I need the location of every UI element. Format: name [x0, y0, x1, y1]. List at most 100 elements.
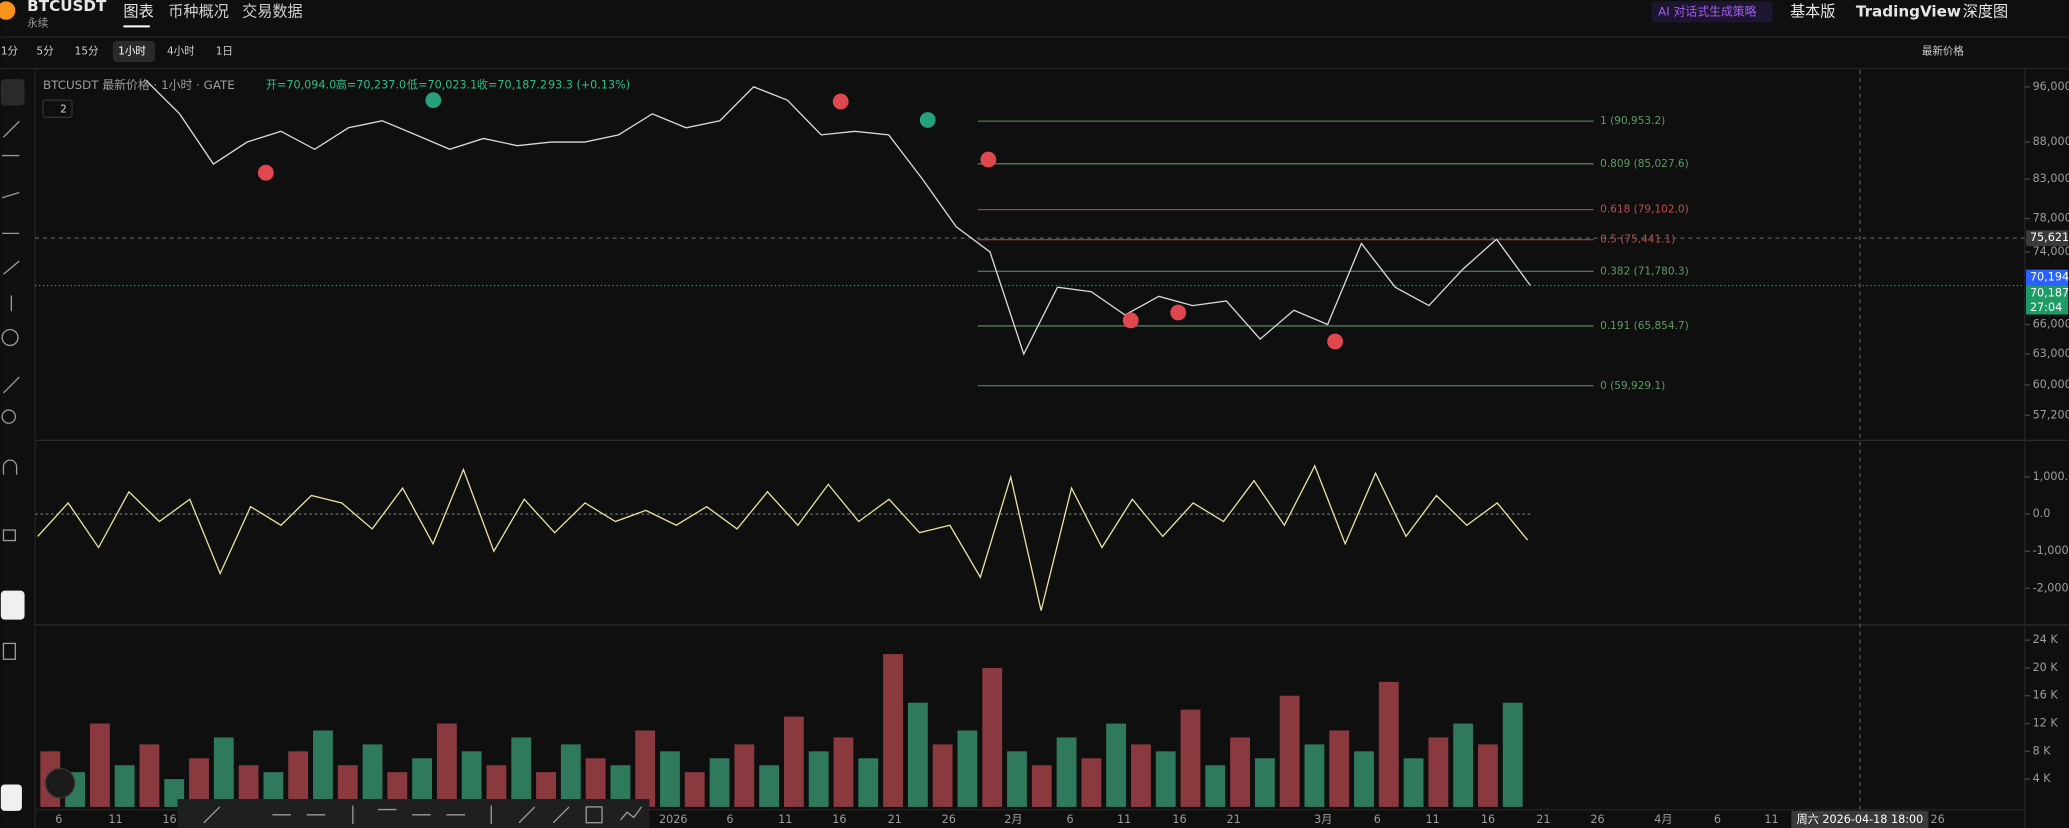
volume-bar — [660, 751, 680, 807]
volume-bar — [511, 737, 532, 807]
price-label: 75,621 — [2030, 231, 2069, 244]
volume-bar — [957, 730, 978, 807]
legend-close: 收=70,187.2 — [477, 78, 547, 92]
y-tick-label: -2,000. — [2033, 581, 2069, 594]
volume-bar — [362, 744, 383, 807]
y-tick-label: 8 K — [2033, 744, 2052, 757]
indicator-toggle[interactable] — [42, 99, 73, 119]
tool[interactable] — [518, 806, 536, 824]
favorite[interactable] — [0, 784, 22, 811]
interval[interactable]: 4小时 — [167, 45, 195, 57]
x-tick-label: 2月 — [1004, 813, 1022, 826]
tool[interactable] — [585, 806, 603, 824]
macd-line — [37, 464, 1529, 611]
volume-bar — [436, 723, 457, 807]
tool[interactable] — [619, 806, 643, 821]
x-tick-label: 11 — [1764, 813, 1778, 826]
price-label: 70,187 — [2030, 286, 2069, 299]
interval[interactable]: 1分 — [1, 45, 19, 57]
volume-bar — [461, 751, 482, 807]
ai-button-bg — [1651, 1, 1773, 23]
signal-badge — [919, 112, 936, 128]
tab[interactable]: 交易数据 — [242, 2, 303, 20]
volume-bar — [263, 772, 284, 807]
volume-bar — [1205, 765, 1226, 807]
volume-bar — [585, 758, 606, 807]
volume-bar — [709, 758, 730, 807]
crosshair-time: 周六 2026-04-18 18:00 — [1796, 813, 1923, 826]
countdown: 27:04 — [2030, 301, 2062, 314]
interval[interactable]: 5分 — [36, 45, 54, 57]
y-tick-label: 78,000 — [2033, 212, 2069, 225]
volume-bar — [114, 765, 135, 807]
tv-logo[interactable] — [44, 768, 76, 799]
interval[interactable]: 15分 — [75, 45, 99, 57]
y-tick-label: 96,000 — [2033, 80, 2069, 93]
volume-bar — [139, 744, 160, 807]
tool[interactable] — [2, 376, 20, 394]
y-tick-label: 83,000 — [2033, 172, 2069, 185]
x-tick-label: 6 — [726, 813, 733, 826]
y-tick-label: -1,000. — [2033, 544, 2069, 557]
x-tick-label: 6 — [1374, 813, 1381, 826]
signal-badge — [425, 92, 442, 109]
interval[interactable]: 1小时 — [118, 45, 146, 57]
volume-bar — [1007, 751, 1027, 807]
volume-bar — [684, 772, 705, 807]
volume-bar — [1279, 695, 1300, 807]
tool[interactable] — [203, 806, 221, 824]
y-tick-label: 12 K — [2033, 717, 2059, 730]
contract-type: 永续 — [27, 17, 49, 30]
right-tab[interactable]: 基本版 — [1790, 2, 1835, 20]
x-tick-label: 6 — [1714, 813, 1721, 826]
volume-bar — [1478, 744, 1498, 807]
volume-bar — [213, 737, 234, 807]
x-tick-label: 6 — [1067, 813, 1074, 826]
tool[interactable] — [2, 642, 16, 660]
fib-label: 0.809 (85,027.6) — [1600, 158, 1689, 170]
price-label-bg — [2025, 285, 2069, 302]
legend-title: BTCUSDT 最新价格 · 1小时 · GATE — [43, 78, 235, 92]
tool[interactable] — [1, 328, 19, 347]
ai-button[interactable]: AI 对话式生成策略 — [1658, 4, 1757, 18]
fib-label: 0.618 (79,102.0) — [1600, 204, 1689, 216]
y-tick-label: 60,000 — [2033, 378, 2069, 391]
symbol[interactable]: BTCUSDT — [27, 0, 107, 15]
tool[interactable] — [1, 191, 20, 199]
volume-bar — [907, 702, 928, 807]
tool-active[interactable] — [0, 79, 25, 106]
tool[interactable] — [3, 260, 20, 275]
volume-bar — [1106, 723, 1127, 807]
volume-bar — [734, 744, 755, 807]
interval[interactable]: 1日 — [216, 45, 233, 57]
volume-bar — [1304, 744, 1325, 807]
left-toolbar — [0, 79, 25, 811]
tab[interactable]: 图表 — [123, 2, 153, 20]
signal-badge — [1122, 312, 1139, 329]
volume-bar — [189, 758, 209, 807]
volume-bar — [1354, 751, 1374, 807]
tab[interactable]: 币种概况 — [168, 2, 229, 20]
countdown-bg — [2025, 300, 2069, 315]
price-mode[interactable]: 最新价格 — [1922, 44, 1965, 57]
tool[interactable] — [2, 120, 20, 138]
volume-bar — [1428, 737, 1449, 807]
x-tick-label: 16 — [1481, 813, 1495, 826]
price-label: 70,194 — [2030, 271, 2069, 284]
volume-bar — [560, 744, 581, 807]
volume-bar — [536, 772, 556, 807]
tool-active[interactable] — [0, 590, 25, 620]
tool[interactable] — [1, 409, 16, 424]
drawing-toolbar — [177, 798, 650, 828]
tool[interactable] — [2, 529, 16, 542]
volume-bar — [288, 751, 309, 807]
x-tick-label: 21 — [888, 813, 902, 826]
fib-label: 0.5 (75,441.1) — [1600, 234, 1675, 246]
plot: 96,000 88,000 83,000 78,000 74,000 66,000 63,0… — [35, 69, 2069, 828]
right-tab[interactable]: TradingView — [1856, 2, 1961, 20]
tool[interactable] — [552, 806, 570, 824]
tool[interactable] — [2, 459, 18, 475]
volume-bar — [337, 765, 358, 807]
right-tab[interactable]: 深度图 — [1963, 2, 2008, 20]
signal-badge — [1327, 333, 1344, 350]
